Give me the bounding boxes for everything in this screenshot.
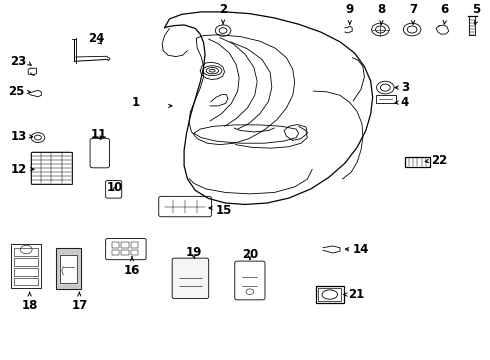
Bar [56, 248, 81, 289]
Bar [375, 95, 396, 103]
Bar [14, 268, 38, 275]
Polygon shape [56, 248, 81, 289]
Text: 4: 4 [401, 96, 409, 109]
Text: 9: 9 [345, 4, 354, 17]
Bar [121, 250, 128, 256]
Bar [131, 250, 138, 256]
Text: 13: 13 [10, 130, 27, 143]
Text: 10: 10 [106, 181, 122, 194]
Text: 24: 24 [88, 32, 104, 45]
Text: 6: 6 [441, 4, 449, 17]
Polygon shape [60, 255, 77, 283]
Bar [121, 242, 128, 248]
Bar [30, 152, 72, 184]
Text: 21: 21 [348, 288, 365, 301]
FancyBboxPatch shape [172, 258, 209, 298]
Text: 2: 2 [219, 4, 227, 17]
Bar [14, 248, 38, 256]
Text: 17: 17 [71, 300, 88, 312]
Text: 3: 3 [401, 81, 409, 94]
Bar [405, 157, 430, 167]
Text: 23: 23 [10, 55, 27, 68]
Bar [131, 242, 138, 248]
Text: 8: 8 [377, 4, 386, 17]
Text: 25: 25 [8, 85, 25, 98]
Bar [316, 286, 344, 303]
Text: 5: 5 [472, 4, 481, 17]
Text: 12: 12 [10, 163, 27, 176]
Bar [11, 244, 41, 288]
Text: 18: 18 [22, 300, 38, 312]
Bar [60, 255, 77, 283]
Bar [112, 242, 119, 248]
Text: 16: 16 [124, 264, 140, 276]
Text: 14: 14 [352, 243, 368, 256]
Bar [14, 258, 38, 266]
Text: 22: 22 [431, 154, 447, 167]
Text: 20: 20 [242, 248, 258, 261]
Text: 19: 19 [186, 246, 202, 259]
Text: 7: 7 [409, 4, 417, 17]
Text: 1: 1 [132, 96, 140, 109]
Text: 15: 15 [216, 204, 232, 217]
Bar [318, 288, 342, 301]
Bar [469, 17, 475, 35]
Bar [112, 250, 119, 256]
Text: 11: 11 [91, 128, 107, 141]
Bar [14, 278, 38, 285]
